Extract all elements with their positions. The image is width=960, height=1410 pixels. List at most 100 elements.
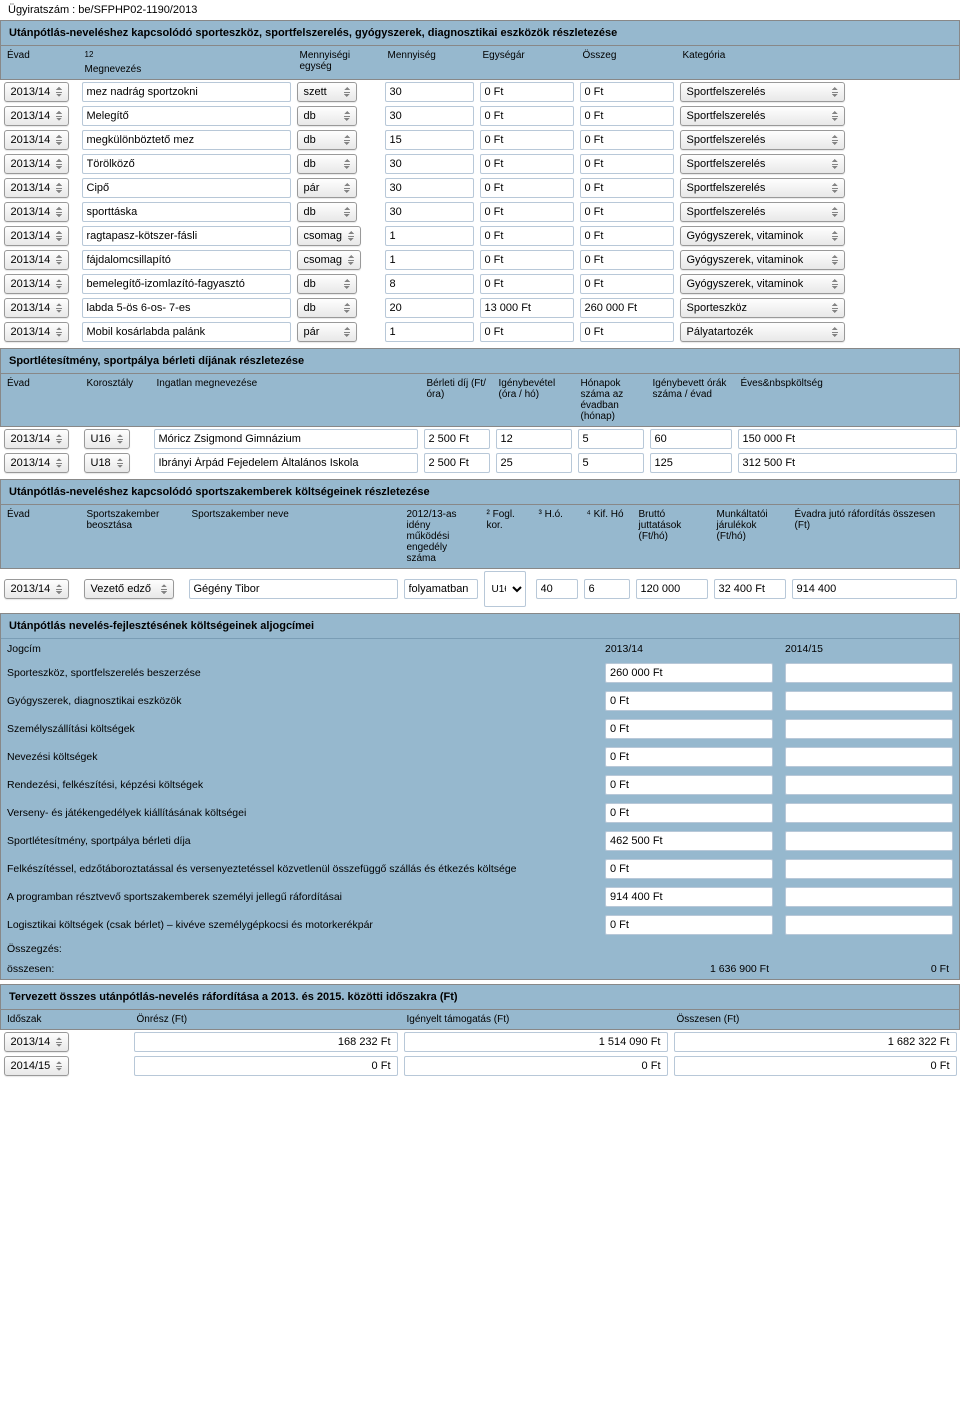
cost-y2-input[interactable] [785,747,953,767]
cost-y1-input[interactable] [605,775,773,795]
egysegar-input[interactable] [480,250,574,270]
cost-y1-input[interactable] [605,887,773,907]
osszeg-input[interactable] [580,82,674,102]
cost-y1-input[interactable] [605,719,773,739]
egyseg-stepper[interactable]: db [297,106,357,126]
s3-fogl-select[interactable]: U16 [484,571,526,607]
cost-y2-input[interactable] [785,915,953,935]
igeny-input[interactable] [496,429,572,449]
kategoria-stepper[interactable]: Sportfelszerelés [680,106,845,126]
igenyevett-input[interactable] [650,429,732,449]
kategoria-stepper[interactable]: Sportfelszerelés [680,202,845,222]
cost-y2-input[interactable] [785,803,953,823]
megnevezes-input[interactable] [82,202,291,222]
osszeg-input[interactable] [580,226,674,246]
osszeg-input[interactable] [580,178,674,198]
evad-stepper[interactable]: 2013/14 [4,298,70,318]
megnevezes-input[interactable] [82,178,291,198]
ingatlan-input[interactable] [154,453,418,473]
mennyiseg-input[interactable] [385,298,474,318]
ingatlan-input[interactable] [154,429,418,449]
egyseg-stepper[interactable]: szett [297,82,357,102]
igeny-input[interactable] [496,453,572,473]
megnevezes-input[interactable] [82,226,291,246]
s3-kif-input[interactable] [584,579,630,599]
egyseg-stepper[interactable]: db [297,130,357,150]
egyseg-stepper[interactable]: pár [297,178,357,198]
egyseg-stepper[interactable]: csomag [297,226,362,246]
evad-stepper[interactable]: 2013/14 [4,130,70,150]
kategoria-stepper[interactable]: Sportfelszerelés [680,154,845,174]
mennyiseg-input[interactable] [385,202,474,222]
kategoria-stepper[interactable]: Sportfelszerelés [680,130,845,150]
evad-stepper[interactable]: 2013/14 [4,178,70,198]
evad-stepper[interactable]: 2013/14 [4,453,70,473]
egysegar-input[interactable] [480,202,574,222]
idoszak-stepper[interactable]: 2014/15 [4,1056,70,1076]
egysegar-input[interactable] [480,154,574,174]
osszeg-input[interactable] [580,250,674,270]
mennyiseg-input[interactable] [385,130,474,150]
cost-y2-input[interactable] [785,887,953,907]
honapok-input[interactable] [578,453,644,473]
cost-y2-input[interactable] [785,831,953,851]
cost-y2-input[interactable] [785,859,953,879]
evad-stepper[interactable]: 2013/14 [4,226,70,246]
egysegar-input[interactable] [480,130,574,150]
osszeg-input[interactable] [580,322,674,342]
egysegar-input[interactable] [480,178,574,198]
egyseg-stepper[interactable]: db [297,154,357,174]
egyseg-stepper[interactable]: csomag [297,250,362,270]
egyseg-stepper[interactable]: pár [297,322,357,342]
egysegar-input[interactable] [480,226,574,246]
egyseg-stepper[interactable]: db [297,202,357,222]
egysegar-input[interactable] [480,322,574,342]
kategoria-stepper[interactable]: Gyógyszerek, vitaminok [680,226,845,246]
kategoria-stepper[interactable]: Sporteszköz [680,298,845,318]
igenyelt-input[interactable] [404,1032,668,1052]
kategoria-stepper[interactable]: Sportfelszerelés [680,178,845,198]
onresz-input[interactable] [134,1032,398,1052]
berleti-input[interactable] [424,429,490,449]
s3-beoszt-stepper[interactable]: Vezető edző [84,579,174,599]
cost-y2-input[interactable] [785,775,953,795]
cost-y2-input[interactable] [785,663,953,683]
eves-input[interactable] [738,429,957,449]
mennyiseg-input[interactable] [385,226,474,246]
s3-ideny-input[interactable] [404,579,478,599]
cost-y1-input[interactable] [605,691,773,711]
onresz-input[interactable] [134,1056,398,1076]
igenyevett-input[interactable] [650,453,732,473]
mennyiseg-input[interactable] [385,154,474,174]
megnevezes-input[interactable] [82,322,291,342]
idoszak-stepper[interactable]: 2013/14 [4,1032,70,1052]
osszesen-input[interactable] [674,1056,957,1076]
evad-stepper[interactable]: 2013/14 [4,82,70,102]
s3-nev-input[interactable] [189,579,398,599]
evad-stepper[interactable]: 2013/14 [4,154,70,174]
megnevezes-input[interactable] [82,250,291,270]
kategoria-stepper[interactable]: Sportfelszerelés [680,82,845,102]
kategoria-stepper[interactable]: Gyógyszerek, vitaminok [680,250,845,270]
s3-evad-stepper[interactable]: 2013/14 [4,579,70,599]
egyseg-stepper[interactable]: db [297,298,357,318]
egyseg-stepper[interactable]: db [297,274,357,294]
cost-y2-input[interactable] [785,719,953,739]
mennyiseg-input[interactable] [385,106,474,126]
evad-stepper[interactable]: 2013/14 [4,250,70,270]
egysegar-input[interactable] [480,82,574,102]
cost-y1-input[interactable] [605,831,773,851]
megnevezes-input[interactable] [82,82,291,102]
megnevezes-input[interactable] [82,106,291,126]
evad-stepper[interactable]: 2013/14 [4,429,70,449]
osszeg-input[interactable] [580,202,674,222]
egysegar-input[interactable] [480,298,574,318]
mennyiseg-input[interactable] [385,250,474,270]
cost-y1-input[interactable] [605,859,773,879]
cost-y1-input[interactable] [605,915,773,935]
s3-evadra-input[interactable] [792,579,957,599]
osszeg-input[interactable] [580,130,674,150]
korosztaly-stepper[interactable]: U16 [84,429,130,449]
osszeg-input[interactable] [580,106,674,126]
mennyiseg-input[interactable] [385,322,474,342]
